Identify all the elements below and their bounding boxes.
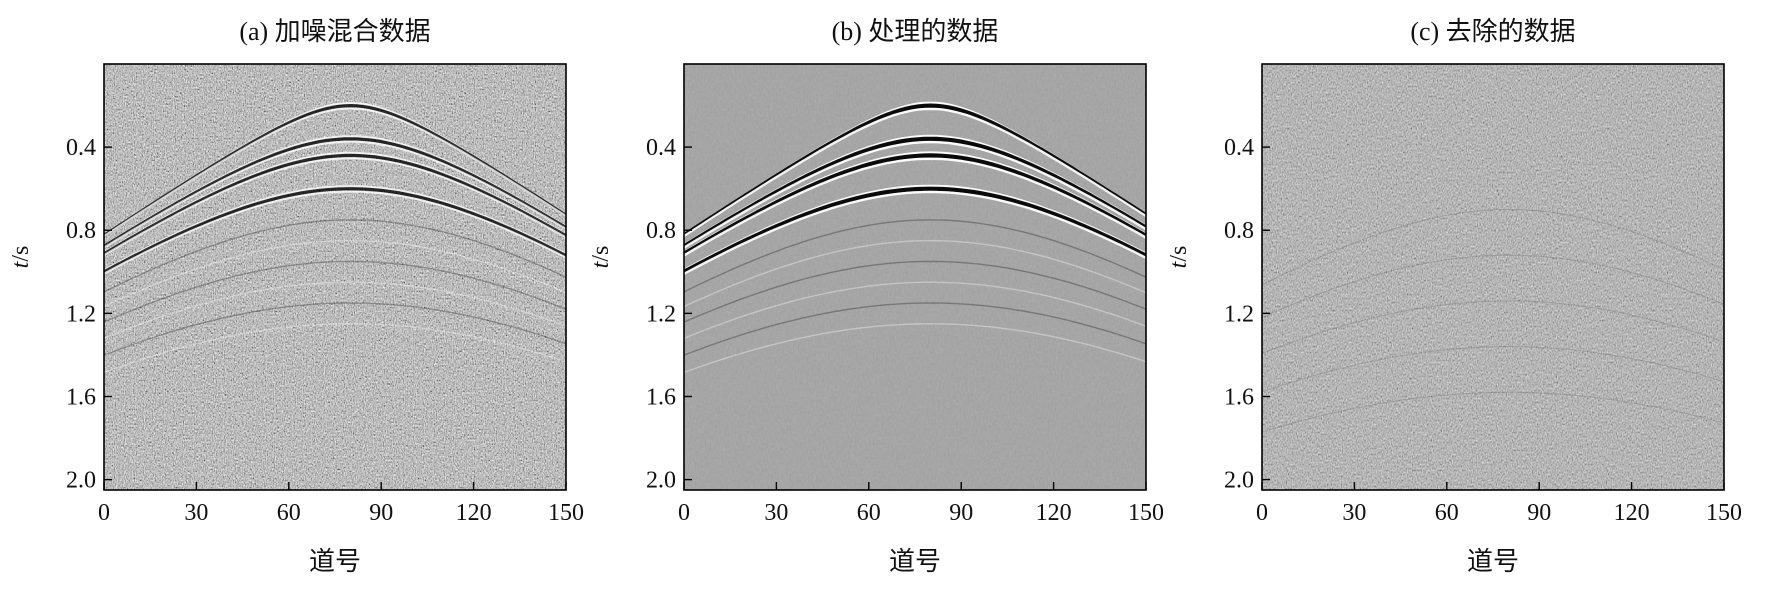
- residual-energy: [1262, 277, 1724, 336]
- x-tick-label: 150: [1128, 500, 1164, 526]
- axes-frame: [683, 63, 1147, 491]
- x-tick-label: 120: [456, 500, 492, 526]
- reflection-event-2: [104, 140, 566, 249]
- residual-energy: [1262, 391, 1724, 433]
- panel-title: (a) 加噪混合数据: [239, 17, 430, 46]
- coda-event: [104, 260, 566, 323]
- x-tick-label: 90: [949, 500, 973, 526]
- y-tick-label: 1.6: [646, 384, 676, 410]
- panel-title: (b) 处理的数据: [832, 17, 999, 46]
- y-axis-label: t/s: [1166, 246, 1192, 269]
- y-axis-label: t/s: [588, 246, 614, 269]
- y-tick-label: 0.8: [1224, 218, 1254, 244]
- reflection-event-3: [684, 153, 1146, 256]
- coda-event: [684, 302, 1146, 356]
- coda-event: [104, 323, 566, 374]
- y-tick-label: 0.8: [66, 218, 96, 244]
- reflection-event-3: [684, 157, 1146, 257]
- panel-c: (c) 去除的数据 0 30 60 90 120 150 0.4 0.8 1.2 1.6 2.0 道号 t…: [1166, 17, 1742, 576]
- axes-frame: [1261, 63, 1725, 491]
- x-tick-label: 150: [1706, 500, 1742, 526]
- reflection-event-4: [684, 190, 1146, 275]
- x-tick-label: 60: [1435, 500, 1459, 526]
- reflection-event-4: [104, 187, 566, 274]
- y-axis-label: t/s: [8, 246, 34, 269]
- reflection-event-2: [684, 140, 1146, 249]
- coda-event: [104, 239, 566, 308]
- panel-a: (a) 加噪混合数据 0 30 60 90 120 150 0.4 0.8 1.2 1.6 2.0 道号…: [8, 17, 584, 576]
- x-tick-label: 120: [1614, 500, 1650, 526]
- reflection-event-2: [684, 136, 1146, 249]
- coda-event: [684, 219, 1146, 293]
- x-tick-label: 0: [98, 500, 110, 526]
- x-tick-label: 0: [1256, 500, 1268, 526]
- y-tick-label: 0.4: [66, 135, 96, 161]
- residual-energy: [1262, 369, 1724, 413]
- reflection-event-1: [104, 107, 566, 237]
- coda-event: [684, 260, 1146, 323]
- reflection-event-2: [104, 137, 566, 248]
- x-tick-label: 120: [1036, 500, 1072, 526]
- x-tick-label: 60: [857, 500, 881, 526]
- y-tick-label: 1.2: [1224, 301, 1254, 327]
- y-tick-label: 2.0: [66, 468, 96, 494]
- noise-texture: [684, 64, 1146, 490]
- x-tick-label: 90: [369, 500, 393, 526]
- residual-energy: [1262, 323, 1724, 373]
- x-tick-label: 150: [548, 500, 584, 526]
- y-tick-label: 1.2: [646, 301, 676, 327]
- y-tick-label: 2.0: [1224, 468, 1254, 494]
- x-tick-label: 60: [277, 500, 301, 526]
- coda-event: [684, 239, 1146, 308]
- y-tick-label: 1.6: [66, 384, 96, 410]
- x-tick-label: 90: [1527, 500, 1551, 526]
- reflection-event-4: [104, 190, 566, 275]
- x-axis-label: 道号: [309, 547, 361, 576]
- reflection-event-1: [684, 107, 1146, 238]
- y-tick-label: 1.6: [1224, 384, 1254, 410]
- y-tick-label: 0.4: [1224, 135, 1254, 161]
- axes-frame: [103, 63, 567, 491]
- residual-energy: [1262, 209, 1724, 286]
- y-tick-label: 2.0: [646, 468, 676, 494]
- coda-event: [684, 323, 1146, 374]
- coda-event: [104, 302, 566, 356]
- x-tick-label: 30: [1342, 500, 1366, 526]
- panel-b: (b) 处理的数据 0 30 60 90 120 150 0.4 0.8 1.2 1.6 2.0 道号 t…: [588, 17, 1164, 576]
- x-axis-label: 道号: [1467, 547, 1519, 576]
- reflection-event-3: [104, 157, 566, 256]
- y-tick-label: 0.8: [646, 218, 676, 244]
- coda-event: [104, 281, 566, 339]
- x-tick-label: 30: [184, 500, 208, 526]
- residual-energy: [1262, 414, 1724, 454]
- plot-area: [684, 64, 1146, 490]
- residual-energy: [1262, 231, 1724, 302]
- x-tick-label: 0: [678, 500, 690, 526]
- plot-area: [1262, 64, 1724, 490]
- coda-event: [684, 281, 1146, 339]
- reflection-event-4: [104, 185, 566, 272]
- noise-texture: [1262, 64, 1724, 490]
- residual-energy: [1262, 254, 1724, 318]
- x-tick-label: 30: [764, 500, 788, 526]
- residual-energy: [1262, 300, 1724, 354]
- panel-title: (c) 去除的数据: [1410, 17, 1575, 46]
- plot-area: [104, 64, 566, 490]
- y-tick-label: 1.2: [66, 301, 96, 327]
- x-axis-label: 道号: [889, 547, 941, 576]
- coda-event: [104, 219, 566, 293]
- reflection-event-4: [684, 186, 1146, 274]
- y-tick-label: 0.4: [646, 135, 676, 161]
- reflection-event-3: [104, 153, 566, 256]
- residual-energy: [1262, 346, 1724, 393]
- noise-texture: [104, 64, 566, 490]
